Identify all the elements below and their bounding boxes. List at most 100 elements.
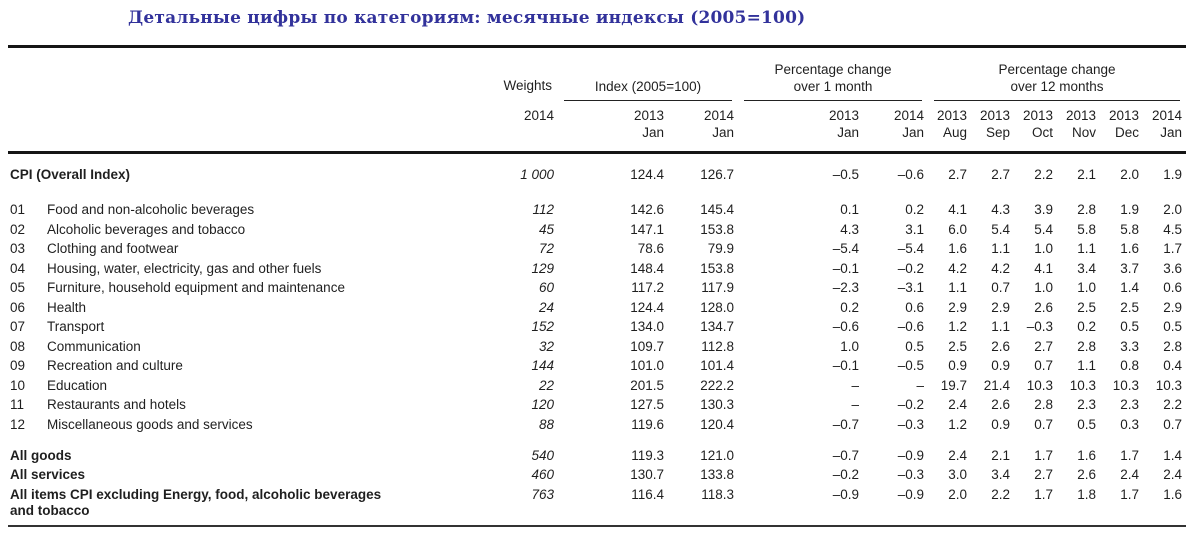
pct-1month-label-line2: over 1 month: [793, 78, 873, 94]
row-weight: 60: [538, 280, 554, 295]
subcol-1month-2014-jan: 2014 Jan: [863, 101, 928, 154]
weights-year-header: 2014: [458, 101, 558, 154]
row-label: Food and non-alcoholic beverages: [47, 202, 255, 217]
row-value-12m-oct: 2.6: [1034, 299, 1053, 315]
row-value-12m-oct: 1.0: [1034, 241, 1053, 256]
table-row: 11 Restaurants and hotels 120 127.5 130.3…: [8, 396, 1186, 416]
row-value-12m-aug: 2.7: [948, 167, 967, 182]
row-value-1m-2013jan: –0.9: [832, 486, 859, 502]
table-row: 03 Clothing and footwear 72 78.6 79.9 –5.…: [8, 240, 1186, 260]
subcol-1month-2013-jan: 2013 Jan: [738, 101, 863, 154]
row-label: Health: [47, 299, 87, 315]
row-weight: 540: [531, 447, 554, 463]
row-value-12m-sep: 5.4: [991, 221, 1010, 237]
row-value-1m-2013jan: –: [851, 397, 859, 412]
row-value-12m-dec: 0.3: [1120, 416, 1139, 432]
row-value-12m-dec: 3.7: [1120, 260, 1139, 276]
row-value-12m-dec: 1.7: [1120, 486, 1139, 502]
row-value-12m-dec: 5.8: [1120, 221, 1139, 237]
row-value-12m-nov: 1.1: [1077, 358, 1096, 373]
row-value-1m-2014jan: –0.2: [897, 260, 924, 276]
row-value-12m-oct: 0.7: [1034, 416, 1053, 432]
row-value-12m-sep: 1.1: [991, 241, 1010, 256]
row-value-index-2013jan: 124.4: [630, 299, 664, 315]
row-value-1m-2013jan: 4.3: [840, 221, 859, 237]
row-value-1m-2014jan: 3.1: [905, 221, 924, 237]
row-value-12m-nov: 5.8: [1077, 221, 1096, 237]
row-value-1m-2013jan: 0.2: [840, 299, 859, 315]
row-value-12m-aug: 2.4: [948, 447, 967, 463]
row-value-1m-2014jan: 0.6: [905, 299, 924, 315]
row-label: Clothing and footwear: [47, 241, 179, 256]
row-code: 05: [10, 280, 26, 295]
row-value-12m-jan: 0.6: [1163, 280, 1182, 295]
row-value-12m-nov: 1.0: [1077, 280, 1096, 295]
row-code: 07: [10, 319, 26, 334]
row-value-12m-jan: 4.5: [1163, 221, 1182, 237]
row-label: Transport: [47, 319, 105, 334]
row-value-12m-sep: 21.4: [983, 377, 1010, 393]
table-row: All items CPI excluding Energy, food, al…: [8, 485, 1186, 521]
row-value-12m-oct: 2.8: [1034, 397, 1053, 412]
pct-1month-group-header: Percentage change over 1 month: [738, 45, 928, 101]
row-value-index-2014jan: 153.8: [700, 221, 734, 237]
row-value-12m-sep: 2.2: [991, 486, 1010, 502]
row-value-12m-aug: 4.1: [948, 202, 967, 217]
table-row: 04 Housing, water, electricity, gas and o…: [8, 259, 1186, 279]
row-value-1m-2014jan: –0.3: [897, 416, 924, 432]
row-value-12m-jan: 2.0: [1163, 202, 1182, 217]
row-value-12m-nov: 1.8: [1077, 486, 1096, 502]
row-value-index-2013jan: 119.6: [631, 416, 664, 432]
row-weight: 1 000: [520, 167, 554, 182]
row-value-12m-jan: 2.4: [1163, 467, 1182, 482]
row-code: 02: [10, 221, 26, 237]
row-value-1m-2014jan: –0.9: [897, 447, 924, 463]
row-value-index-2014jan: 117.9: [701, 280, 734, 295]
row-value-12m-jan: 0.4: [1163, 358, 1182, 373]
row-label: All items CPI excluding Energy, food, al…: [10, 486, 382, 519]
row-value-1m-2014jan: –0.3: [897, 467, 924, 482]
subcol-12months-2013-aug: 2013 Aug: [928, 101, 971, 154]
row-weight: 32: [538, 338, 554, 354]
row-value-12m-jan: 10.3: [1155, 377, 1182, 393]
row-value-12m-dec: 3.3: [1120, 338, 1139, 354]
row-value-index-2014jan: 101.4: [700, 358, 734, 373]
row-value-1m-2014jan: 0.5: [905, 338, 924, 354]
row-value-index-2014jan: 153.8: [700, 260, 734, 276]
table-row: 07 Transport 152 134.0 134.7 –0.6 –0.6 1.…: [8, 318, 1186, 338]
row-value-index-2014jan: 118.3: [701, 486, 734, 502]
row-value-12m-sep: 2.9: [991, 299, 1010, 315]
row-label: Recreation and culture: [47, 358, 183, 373]
row-value-index-2013jan: 119.3: [631, 447, 664, 463]
row-value-12m-nov: 2.3: [1077, 397, 1096, 412]
row-value-1m-2013jan: –5.4: [832, 241, 859, 256]
row-value-1m-2014jan: –: [916, 377, 924, 393]
row-value-1m-2013jan: –2.3: [832, 280, 859, 295]
row-value-12m-aug: 1.6: [948, 241, 967, 256]
row-label: Education: [47, 377, 108, 393]
row-value-12m-sep: 2.7: [991, 167, 1010, 182]
row-value-12m-sep: 4.2: [991, 260, 1010, 276]
row-value-12m-dec: 1.4: [1120, 280, 1139, 295]
row-value-12m-jan: 1.9: [1163, 167, 1182, 182]
row-value-12m-dec: 2.5: [1120, 299, 1139, 315]
row-value-12m-jan: 1.6: [1163, 486, 1182, 502]
row-value-1m-2014jan: –5.4: [897, 241, 924, 256]
row-label: CPI (Overall Index): [10, 167, 131, 182]
row-value-12m-jan: 2.2: [1163, 397, 1182, 412]
row-value-12m-jan: 0.5: [1163, 319, 1182, 334]
row-value-12m-oct: 4.1: [1034, 260, 1053, 276]
row-weight: 460: [531, 467, 554, 482]
table-row: 01 Food and non-alcoholic beverages 112 1…: [8, 201, 1186, 221]
row-value-index-2014jan: 133.8: [700, 467, 734, 482]
row-weight: 152: [531, 319, 554, 334]
row-value-12m-dec: 0.8: [1120, 358, 1139, 373]
row-value-index-2014jan: 126.7: [700, 167, 734, 182]
row-value-12m-jan: 2.9: [1163, 299, 1182, 315]
row-value-1m-2013jan: –0.1: [832, 260, 859, 276]
pct-12months-label-line1: Percentage change: [998, 62, 1116, 77]
row-value-index-2014jan: 79.9: [707, 241, 734, 256]
row-value-1m-2014jan: 0.2: [905, 202, 924, 217]
row-value-12m-sep: 4.3: [991, 202, 1010, 217]
table-row: 09 Recreation and culture 144 101.0 101.4…: [8, 357, 1186, 377]
